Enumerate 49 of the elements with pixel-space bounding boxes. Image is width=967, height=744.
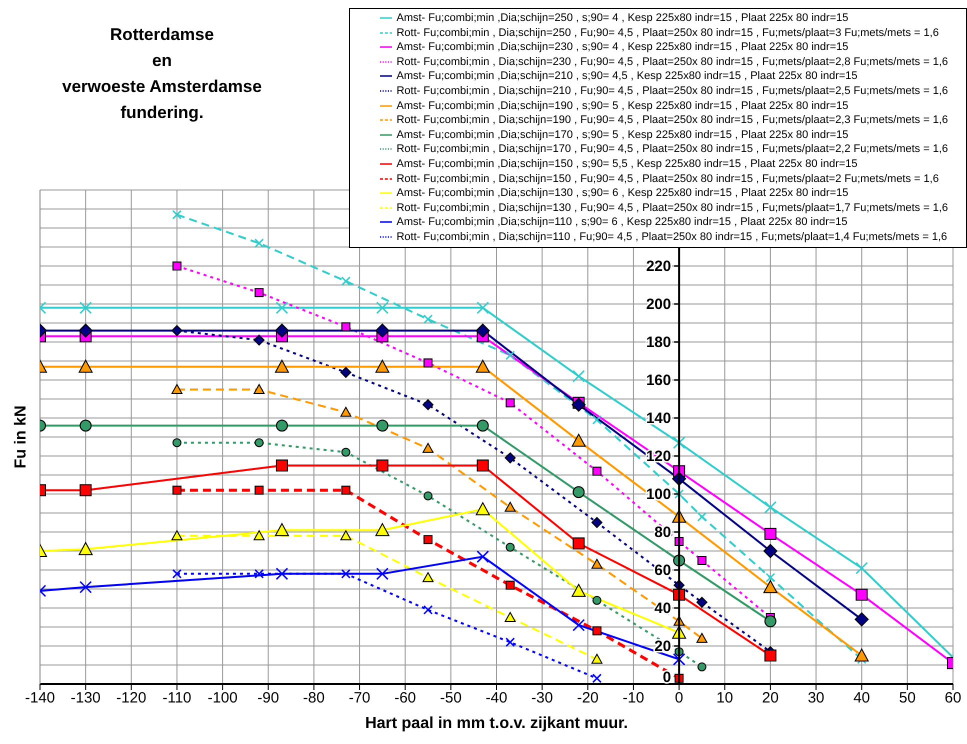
x-tick-label: 0	[674, 690, 684, 707]
x-tick-label: 30	[808, 690, 824, 707]
x-tick-label: -30	[531, 690, 553, 707]
legend-label: Rott- Fu;combi;min , Dia;schijn=150 , Fu;90= 4,5 , Plaat=250x 80 indr=15 , Fu;mets/plaat=2 Fu;mets/mets = 1,6	[396, 172, 939, 185]
y-tick-label: 20	[654, 638, 672, 655]
y-tick-label: 200	[646, 296, 672, 313]
x-tick-label: -70	[348, 690, 370, 707]
legend-label: Rott- Fu;combi;min , Dia;schijn=230 , Fu;90= 4,5 , Plaat=250x 80 indr=15 , Fu;mets/plaat=2,8 Fu;mets/mets = 1,6	[396, 56, 948, 68]
y-tick-label: 80	[654, 524, 672, 541]
legend-label: Amst- Fu;combi;min ,Dia;schijn=250 , s;90= 4 , Kesp 225x80 indr=15 , Plaat 225x 80 indr=15	[396, 12, 848, 24]
legend-label: Rott- Fu;combi;min , Dia;schijn=250 , Fu;90= 4,5 , Plaat=250x 80 indr=15 , Fu;mets/plaat=3 Fu;mets/mets = 1,6	[396, 26, 939, 39]
legend-label: Rott- Fu;combi;min , Dia;schijn=170 , Fu;90= 4,5 , Plaat=250x 80 indr=15 , Fu;mets/plaat=2,2 Fu;mets/mets = 1,6	[396, 143, 948, 156]
x-tick-label: 20	[762, 690, 779, 707]
x-tick-label: -20	[576, 690, 599, 707]
x-tick-label: -130	[70, 690, 101, 707]
x-tick-label: -110	[162, 690, 192, 707]
legend-label: Amst- Fu;combi;min ,Dia;schijn=230 , s;90= 4 , Kesp 225x80 indr=15 , Plaat 225x 80 indr=15	[396, 41, 848, 54]
legend-label: Amst- Fu;combi;min ,Dia;schijn=150 , s;90= 5,5 , Kesp 225x80 indr=15 , Plaat 225x 80 indr=15	[396, 158, 858, 170]
x-tick-label: -60	[394, 690, 416, 707]
x-tick-label: -90	[257, 690, 280, 707]
x-tick-label: -100	[208, 690, 238, 707]
x-tick-label: 60	[944, 690, 962, 707]
x-tick-label: -40	[486, 690, 508, 707]
x-tick-label: -50	[440, 690, 462, 707]
x-tick-label: -10	[622, 690, 644, 707]
x-tick-label: 40	[853, 690, 870, 707]
x-tick-label: -140	[24, 690, 56, 707]
chart-title: Rotterdamse en verwoeste Amsterdamse fundering.	[61, 24, 263, 124]
y-tick-label: 160	[646, 372, 672, 389]
legend-label: Amst- Fu;combi;min ,Dia;schijn=210 , s;90= 4,5 , Kesp 225x80 indr=15 , Plaat 225x 80 indr=15	[396, 70, 858, 82]
y-tick-label: 0	[662, 669, 672, 686]
y-axis-title: Fu in kN	[12, 405, 30, 469]
legend-label: Rott- Fu;combi;min , Dia;schijn=110 , Fu;90= 4,5 , Plaat=250x 80 indr=15 , Fu;mets/plaat=1,4 Fu;mets/mets = 1,6	[396, 230, 948, 243]
legend-label: Amst- Fu;combi;min ,Dia;schijn=110 , s;90= 6 , Kesp 225x80 indr=15 , Plaat 225x 80 indr=15	[396, 216, 848, 228]
legend-label: Amst- Fu;combi;min ,Dia;schijn=170 , s;90= 5 , Kesp 225x80 indr=15 , Plaat 225x 80 indr=15	[396, 128, 848, 141]
y-tick-label: 220	[646, 258, 672, 275]
legend-label: Rott- Fu;combi;min , Dia;schijn=190 , Fu;90= 4,5 , Plaat=250x 80 indr=15 , Fu;mets/plaat=2,3 Fu;mets/mets = 1,6	[396, 114, 948, 126]
y-tick-label: 60	[654, 562, 672, 579]
x-tick-label: 50	[899, 690, 916, 707]
x-tick-label: -80	[303, 690, 325, 707]
legend-label: Amst- Fu;combi;min ,Dia;schijn=130 , s;90= 6 , Kesp 225x80 indr=15 , Plaat 225x 80 indr=15	[396, 187, 848, 200]
x-tick-label: 10	[716, 690, 734, 707]
y-tick-label: 180	[646, 334, 672, 351]
legend-label: Amst- Fu;combi;min ,Dia;schijn=190 , s;90= 5 , Kesp 225x80 indr=15 , Plaat 225x 80 indr=15	[396, 100, 848, 112]
legend-label: Rott- Fu;combi;min , Dia;schijn=210 , Fu;90= 4,5 , Plaat=250x 80 indr=15 , Fu;mets/plaat=2,5 Fu;mets/mets = 1,6	[396, 84, 948, 97]
y-tick-label: 140	[646, 410, 672, 427]
x-tick-label: -120	[116, 690, 146, 707]
x-axis-title: Hart paal in mm t.o.v. zijkant muur.	[365, 715, 628, 732]
legend-label: Rott- Fu;combi;min , Dia;schijn=130 , Fu;90= 4,5 , Plaat=250x 80 indr=15 , Fu;mets/plaat=1,7 Fu;mets/mets = 1,6	[396, 202, 948, 214]
